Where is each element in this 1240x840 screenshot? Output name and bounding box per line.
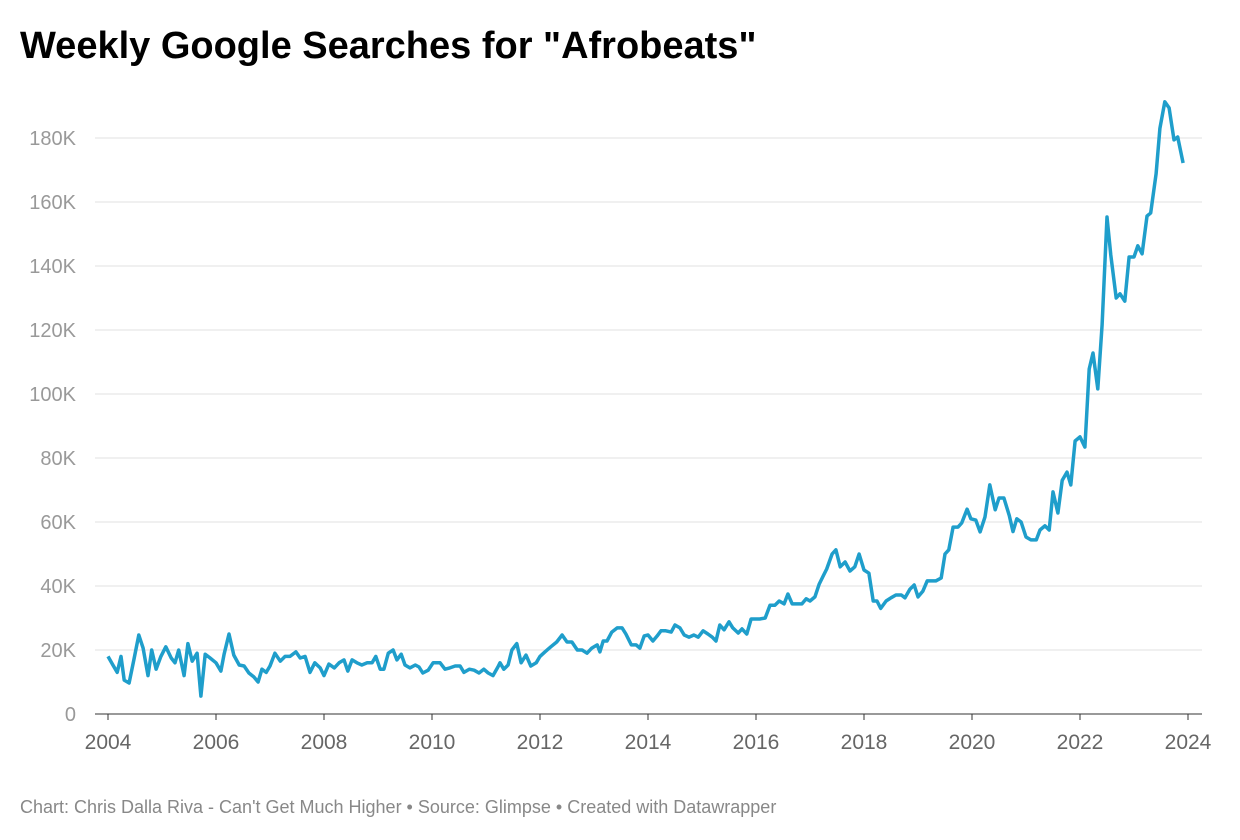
x-tick-label: 2004 bbox=[85, 731, 132, 754]
x-tick-label: 2024 bbox=[1165, 731, 1212, 754]
y-tick-label: 160K bbox=[29, 192, 76, 214]
x-tick-label: 2014 bbox=[625, 731, 672, 754]
y-tick-label: 180K bbox=[29, 128, 76, 150]
x-tick-label: 2018 bbox=[841, 731, 888, 754]
x-tick-label: 2016 bbox=[733, 731, 780, 754]
y-tick-label: 80K bbox=[40, 448, 76, 470]
x-tick-label: 2020 bbox=[949, 731, 996, 754]
x-tick-label: 2022 bbox=[1057, 731, 1104, 754]
line bbox=[106, 100, 1185, 698]
y-tick-label: 140K bbox=[29, 256, 76, 278]
x-tick-label: 2006 bbox=[193, 731, 240, 754]
x-tick-label: 2012 bbox=[517, 731, 564, 754]
y-tick-label: 120K bbox=[29, 320, 76, 342]
footer: Chart: Chris Dalla Riva - Can't Get Much… bbox=[20, 797, 776, 817]
y-tick-label: 40K bbox=[40, 576, 76, 598]
y-tick-label: 0 bbox=[65, 704, 76, 726]
x-tick-label: 2010 bbox=[409, 731, 456, 754]
y-tick-label: 100K bbox=[29, 384, 76, 406]
chart-title: Weekly Google Searches for "Afrobeats" bbox=[20, 25, 756, 67]
x-tick-label: 2008 bbox=[301, 731, 348, 754]
y-tick-label: 60K bbox=[40, 512, 76, 534]
y-tick-label: 20K bbox=[40, 640, 76, 662]
